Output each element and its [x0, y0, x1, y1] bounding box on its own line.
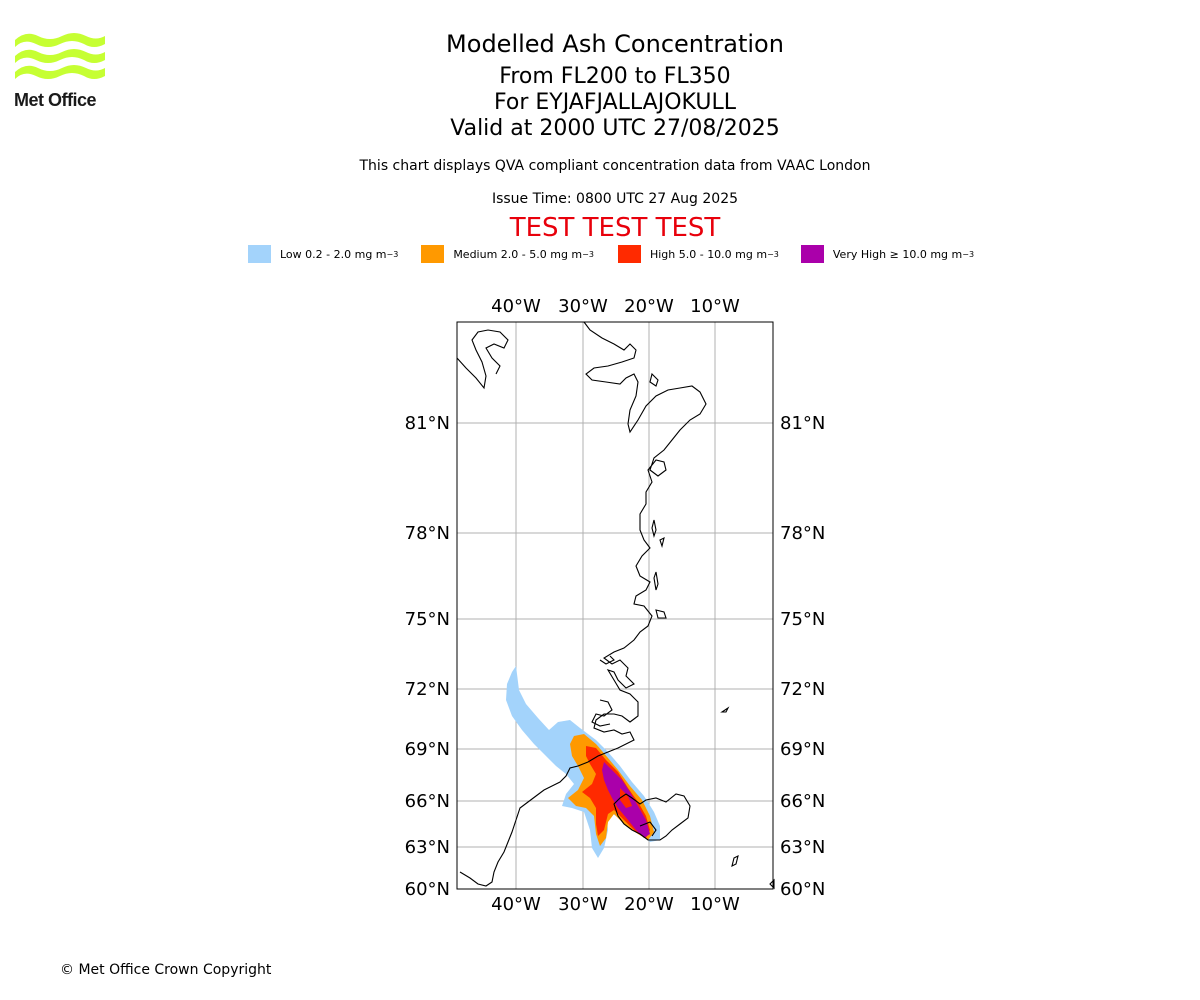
- lon-label-bottom-40w: 40°W: [491, 894, 541, 915]
- legend-swatch-low: [248, 245, 271, 263]
- lat-label-right-69n: 69°N: [780, 739, 825, 760]
- legend-unit-high: −3: [767, 249, 779, 259]
- met-office-logo: [14, 30, 106, 90]
- legend-unit-low: −3: [386, 249, 399, 259]
- lat-label-left-63n: 63°N: [405, 837, 450, 858]
- ash-contours: [506, 666, 660, 858]
- legend-label-very-high: Very High ≥ 10.0 mg m: [832, 247, 963, 261]
- lon-label-bottom-10w: 10°W: [690, 894, 740, 915]
- legend-unit-medium: −3: [582, 249, 594, 259]
- legend-item-high: High 5.0 - 10.0 mg m −3: [617, 245, 779, 263]
- legend-swatch-high: [617, 245, 641, 263]
- coast-scotland-edge: [769, 878, 775, 890]
- lat-labels-right: 81°N 78°N 75°N 72°N 69°N 66°N 63°N 60°N: [780, 413, 825, 900]
- ash-area-high-core: [620, 788, 632, 808]
- lat-label-left-69n: 69°N: [405, 739, 450, 760]
- coast-greenland-fjord: [649, 372, 659, 387]
- met-office-waves-icon: [15, 33, 105, 79]
- lat-label-right-78n: 78°N: [780, 523, 825, 544]
- coast-canada-arctic: [456, 329, 509, 390]
- coast-island-4: [655, 609, 667, 619]
- chart-description: This chart displays QVA compliant concen…: [359, 158, 871, 174]
- coast-iceland: [613, 793, 691, 841]
- logo-text: Met Office: [14, 90, 97, 110]
- lon-label-top-40w: 40°W: [491, 296, 541, 317]
- legend-label-low: Low 0.2 - 2.0 mg m: [280, 247, 387, 261]
- lat-label-left-75n: 75°N: [405, 609, 450, 630]
- coast-iceland-peninsula: [639, 821, 657, 837]
- lat-label-right-66n: 66°N: [780, 791, 825, 812]
- lat-labels-left: 81°N 78°N 75°N 72°N 69°N 66°N 63°N 60°N: [405, 413, 450, 900]
- lat-label-left-81n: 81°N: [405, 413, 450, 434]
- lon-label-bottom-30w: 30°W: [558, 894, 608, 915]
- legend-item-very-high: Very High ≥ 10.0 mg m −3: [800, 245, 975, 263]
- lat-label-right-60n: 60°N: [780, 879, 825, 900]
- lat-label-left-78n: 78°N: [405, 523, 450, 544]
- legend-item-medium: Medium 2.0 - 5.0 mg m −3: [421, 245, 594, 263]
- chart-title: Modelled Ash Concentration: [446, 30, 784, 58]
- volcano-name: For EYJAFJALLAJOKULL: [494, 90, 736, 115]
- copyright: © Met Office Crown Copyright: [60, 962, 272, 978]
- lon-label-top-20w: 20°W: [624, 296, 674, 317]
- lat-label-right-72n: 72°N: [780, 679, 825, 700]
- lat-label-right-75n: 75°N: [780, 609, 825, 630]
- legend-label-medium: Medium 2.0 - 5.0 mg m: [453, 247, 583, 261]
- legend-item-low: Low 0.2 - 2.0 mg m −3: [248, 245, 398, 263]
- map-frame: [456, 321, 774, 890]
- coastlines: [456, 321, 775, 890]
- legend-label-high: High 5.0 - 10.0 mg m: [649, 247, 768, 261]
- flight-levels: From FL200 to FL350: [499, 64, 731, 89]
- legend: Low 0.2 - 2.0 mg m −3 Medium 2.0 - 5.0 mg…: [248, 244, 974, 264]
- test-banner: TEST TEST TEST: [509, 213, 721, 243]
- lon-labels-top: 40°W 30°W 20°W 10°W: [491, 296, 740, 317]
- lat-label-left-66n: 66°N: [405, 791, 450, 812]
- coast-jan-mayen: [720, 706, 730, 713]
- lat-label-right-63n: 63°N: [780, 837, 825, 858]
- lon-labels-bottom: 40°W 30°W 20°W 10°W: [491, 894, 740, 915]
- lat-label-right-81n: 81°N: [780, 413, 825, 434]
- coast-fjord-lines: [591, 699, 613, 727]
- coast-island-2: [659, 536, 665, 548]
- issue-time: Issue Time: 0800 UTC 27 Aug 2025: [491, 191, 739, 207]
- coast-scoresby: [599, 655, 615, 665]
- lat-label-left-72n: 72°N: [405, 679, 450, 700]
- lat-label-left-60n: 60°N: [405, 879, 450, 900]
- coast-island-1: [651, 519, 657, 538]
- lon-label-bottom-20w: 20°W: [624, 894, 674, 915]
- coast-greenland-north: [459, 321, 707, 887]
- lon-label-top-30w: 30°W: [558, 296, 608, 317]
- legend-swatch-very-high: [800, 245, 824, 263]
- coast-island-3: [653, 571, 659, 591]
- legend-unit-very-high: −3: [962, 249, 975, 259]
- legend-swatch-medium: [421, 245, 445, 263]
- lon-label-top-10w: 10°W: [690, 296, 740, 317]
- coast-faroe: [731, 854, 739, 868]
- valid-time: Valid at 2000 UTC 27/08/2025: [450, 116, 780, 141]
